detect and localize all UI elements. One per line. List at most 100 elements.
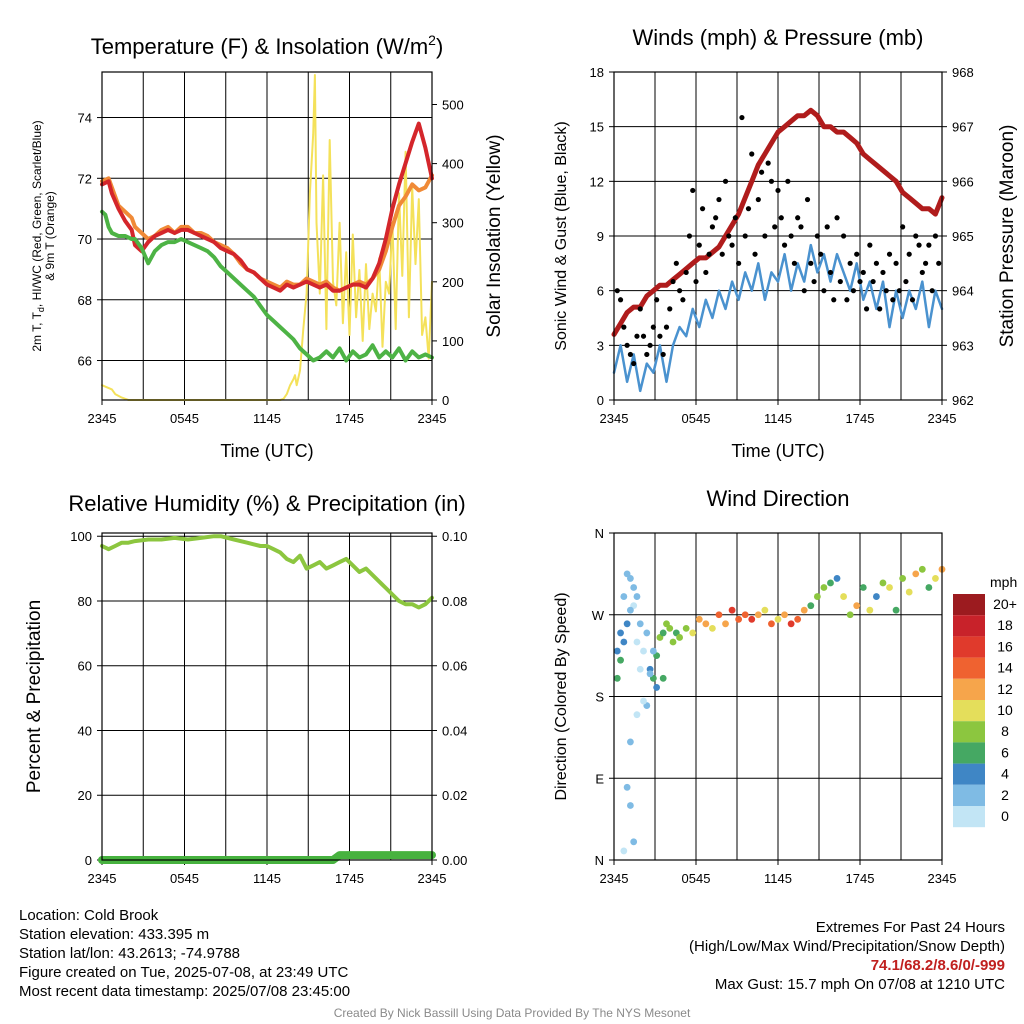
direction-point	[666, 624, 674, 632]
x-tick-label: 0545	[682, 871, 711, 886]
y-tick-label: 0	[597, 393, 604, 408]
y2-tick-label: 0.00	[442, 853, 467, 868]
direction-point	[827, 579, 834, 587]
direction-point	[643, 629, 651, 637]
y-tick-label: 40	[78, 723, 92, 738]
station-info: Location: Cold Brook Station elevation: …	[19, 906, 350, 1001]
gust-point	[814, 233, 820, 239]
legend-label: 20+	[993, 596, 1017, 612]
legend-swatch	[953, 763, 985, 785]
gust-point	[624, 342, 630, 348]
gust-point	[923, 260, 929, 266]
gust-point	[673, 260, 679, 266]
direction-point	[925, 584, 933, 591]
x-tick-label: 0545	[170, 411, 199, 426]
direction-point	[709, 624, 716, 632]
gust-point	[709, 224, 716, 230]
gust-point	[752, 251, 758, 257]
gust-point	[788, 233, 794, 239]
gust-point	[703, 269, 709, 276]
gust-point	[811, 278, 817, 285]
y2-tick-label: 965	[952, 229, 974, 244]
y-tick-label: 0	[85, 853, 92, 868]
direction-point	[735, 615, 743, 623]
gust-point	[873, 260, 880, 266]
direction-point	[741, 611, 749, 619]
gust-point	[722, 178, 729, 184]
y-tick-label: 15	[590, 120, 604, 135]
gust-point	[903, 278, 909, 285]
legend-label: 8	[1001, 723, 1009, 739]
y2-tick-label: 0.06	[442, 659, 467, 674]
gust-point	[775, 187, 781, 194]
extremes-values: 74.1/68.2/8.6/0/-999	[870, 957, 1005, 974]
y2-tick-label: 0.02	[442, 788, 467, 803]
gust-point	[706, 251, 712, 257]
y2-tick-label: 500	[442, 98, 464, 113]
gust-point	[614, 288, 620, 294]
y2-tick-label: 0	[442, 393, 449, 408]
y2-tick-label: 968	[952, 65, 974, 80]
legend-label: 12	[997, 681, 1013, 697]
direction-point	[613, 674, 621, 682]
gust-point	[627, 351, 634, 358]
gust-point	[699, 206, 706, 212]
gust-point	[926, 242, 932, 248]
chart-title: Relative Humidity (%) & Precipitation (i…	[68, 491, 465, 516]
gust-point	[677, 288, 683, 294]
y2-tick-label: 964	[952, 284, 974, 299]
gust-point	[742, 233, 748, 239]
direction-point	[833, 575, 841, 582]
gust-point	[893, 260, 899, 266]
y-axis-label: 2m T, Td, HI/WC (Red, Green, Scarlet/Blu…	[30, 120, 46, 351]
legend-label: 6	[1001, 744, 1009, 760]
gust-point	[909, 297, 916, 303]
gust-point	[719, 251, 725, 257]
direction-point	[781, 611, 788, 619]
direction-point	[633, 711, 641, 719]
x-axis-label: Time (UTC)	[220, 441, 313, 461]
direction-point	[794, 615, 802, 623]
gust-point	[739, 114, 745, 121]
direction-point	[627, 575, 634, 582]
legend-label: 16	[997, 638, 1013, 654]
legend-label: 14	[997, 660, 1013, 676]
y-tick-label: 6	[597, 284, 604, 299]
gust-point	[834, 215, 840, 221]
x-tick-label: 0545	[170, 871, 199, 886]
figure-created: Figure created on Tue, 2025-07-08, at 23…	[19, 964, 349, 981]
direction-point	[613, 647, 621, 655]
y2-tick-label: 300	[442, 216, 464, 231]
gust-point	[647, 342, 653, 348]
gust-point	[863, 306, 870, 312]
gust-point	[906, 251, 912, 257]
gust-point	[880, 269, 886, 276]
gust-point	[804, 196, 811, 203]
gust-point	[755, 196, 761, 203]
gust-point	[768, 178, 775, 184]
direction-point	[905, 588, 913, 596]
direction-point	[627, 738, 634, 746]
max-gust: Max Gust: 15.7 mph On 07/08 at 1210 UTC	[714, 976, 1005, 993]
direction-point	[886, 584, 893, 591]
x-tick-label: 2345	[418, 411, 447, 426]
legend-label: 18	[997, 617, 1013, 633]
direction-point	[676, 634, 683, 641]
legend-label: 2	[1001, 787, 1009, 803]
y2-axis-label: Solar Insolation (Yellow)	[484, 134, 505, 337]
legend-label: 0	[1001, 808, 1009, 824]
chart-dir: N E S W N 2345 0545 1145 1745 2345 mph 20+ 18 16 14 12 1…	[553, 486, 1017, 886]
legend-label: 4	[1001, 766, 1009, 782]
x-tick-label: 1145	[253, 871, 281, 886]
gust-point	[847, 260, 853, 266]
y-tick-label: N	[595, 853, 604, 868]
x-axis-label: Time (UTC)	[731, 441, 824, 461]
x-tick-label: 2345	[600, 411, 629, 426]
y-tick-label: 3	[597, 338, 604, 353]
gust-point	[683, 269, 689, 276]
legend-swatch	[953, 700, 985, 722]
gust-point	[837, 278, 843, 285]
y-tick-label: 66	[78, 354, 92, 369]
extremes-box: Extremes For Past 24 Hours (High/Low/Max…	[689, 918, 1005, 994]
